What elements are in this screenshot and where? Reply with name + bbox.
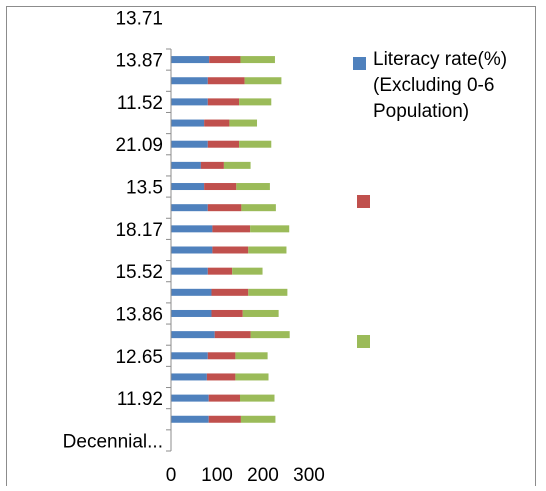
- bar-cat-7-series-3: [248, 288, 288, 296]
- bar-cat-2-series-3: [240, 394, 275, 402]
- bar-cat-6-series-3: [242, 309, 279, 317]
- bar-cat-10-series-2: [212, 225, 251, 233]
- y-tick-label-10: 13.71: [115, 8, 163, 29]
- x-tick-label-0: 0: [166, 465, 177, 486]
- bar-cat-4-series-2: [207, 352, 236, 360]
- bar-cat-18-series-2: [209, 56, 241, 64]
- bar-cat-10-series-1: [171, 225, 213, 233]
- bar-cat-8-series-1: [171, 267, 208, 275]
- bar-cat-12-series-3: [236, 183, 270, 191]
- y-tick-label-3: 13.86: [115, 304, 163, 325]
- x-tick-label-3: 300: [293, 465, 325, 486]
- y-tick-label-9: 13.87: [115, 51, 163, 72]
- bar-cat-17-series-3: [244, 77, 282, 85]
- legend-swatch-series-2: [357, 195, 370, 208]
- bar-cat-6-series-1: [171, 309, 212, 317]
- chart-svg: Decennial... 11.92 12.65 13.86 15.52 18.17 13.…: [63, 8, 325, 486]
- bar-cat-14-series-2: [207, 140, 240, 148]
- bar-cat-11-series-1: [171, 204, 208, 212]
- bar-cat-10-series-3: [250, 225, 290, 233]
- y-tick-label-4: 15.52: [115, 262, 163, 283]
- bar-cat-17-series-1: [171, 77, 208, 85]
- bar-cat-5-series-2: [214, 331, 251, 339]
- bar-cat-8-series-2: [207, 267, 233, 275]
- bar-cat-18-series-3: [240, 56, 275, 64]
- y-tick-label-1: 11.92: [117, 389, 163, 410]
- bar-cat-3-series-3: [235, 373, 269, 381]
- legend-swatch-series-3: [357, 335, 370, 348]
- bar-cat-13-series-1: [171, 161, 201, 169]
- bar-cat-3-series-2: [206, 373, 236, 381]
- bar-cat-15-series-1: [171, 119, 205, 127]
- legend-swatch-series-1: [353, 57, 366, 70]
- bar-cat-17-series-2: [207, 77, 245, 85]
- y-tick-label-7: 21.09: [115, 135, 163, 156]
- bar-cat-9-series-3: [248, 246, 287, 254]
- bar-cat-11-series-2: [207, 204, 242, 212]
- bar-cat-11-series-3: [241, 204, 276, 212]
- bar-cat-2-series-1: [171, 394, 209, 402]
- bar-cat-16-series-2: [207, 98, 240, 106]
- bar-cat-16-series-3: [239, 98, 272, 106]
- bar-cat-7-series-1: [171, 288, 212, 296]
- bar-cat-12-series-1: [171, 183, 205, 191]
- bar-cat-7-series-2: [211, 288, 249, 296]
- bar-cat-5-series-1: [171, 331, 215, 339]
- bars-group: [171, 56, 290, 423]
- bar-cat-15-series-3: [229, 119, 258, 127]
- bar-cat-4-series-3: [235, 352, 268, 360]
- bar-cat-13-series-3: [223, 161, 251, 169]
- y-tick-label-2: 12.65: [115, 347, 163, 368]
- y-tick-label-6: 13.5: [126, 178, 163, 199]
- bar-cat-3-series-1: [171, 373, 207, 381]
- bar-cat-1-series-2: [208, 415, 241, 423]
- bar-cat-15-series-2: [204, 119, 230, 127]
- bar-cat-9-series-2: [212, 246, 249, 254]
- x-tick-label-1: 100: [201, 465, 233, 486]
- bar-cat-13-series-2: [200, 161, 224, 169]
- x-tick-label-2: 200: [247, 465, 279, 486]
- y-tick-label-0: Decennial...: [63, 431, 163, 452]
- y-tick-labels: Decennial... 11.92 12.65 13.86 15.52 18.17 13.…: [63, 8, 163, 452]
- bar-cat-1-series-3: [240, 415, 276, 423]
- y-tick-label-5: 18.17: [115, 220, 163, 241]
- bar-cat-14-series-3: [239, 140, 272, 148]
- bar-cat-16-series-1: [171, 98, 208, 106]
- bar-cat-8-series-3: [232, 267, 263, 275]
- bar-cat-1-series-1: [171, 415, 209, 423]
- y-tick-label-8: 11.52: [117, 93, 163, 114]
- bar-cat-18-series-1: [171, 56, 210, 64]
- legend-label-series-1: Literacy rate(%) (Excluding 0-6 Populati…: [373, 49, 508, 122]
- bar-cat-12-series-2: [204, 183, 237, 191]
- x-tick-labels: 0 100 200 300: [166, 465, 325, 486]
- bar-cat-5-series-3: [250, 331, 290, 339]
- axes-group: [166, 48, 172, 452]
- bar-cat-14-series-1: [171, 140, 208, 148]
- bar-cat-6-series-2: [211, 309, 243, 317]
- chart-area: Decennial... 11.92 12.65 13.86 15.52 18.17 13.…: [6, 6, 536, 486]
- bar-cat-9-series-1: [171, 246, 213, 254]
- bar-cat-4-series-1: [171, 352, 208, 360]
- bar-cat-2-series-2: [208, 394, 240, 402]
